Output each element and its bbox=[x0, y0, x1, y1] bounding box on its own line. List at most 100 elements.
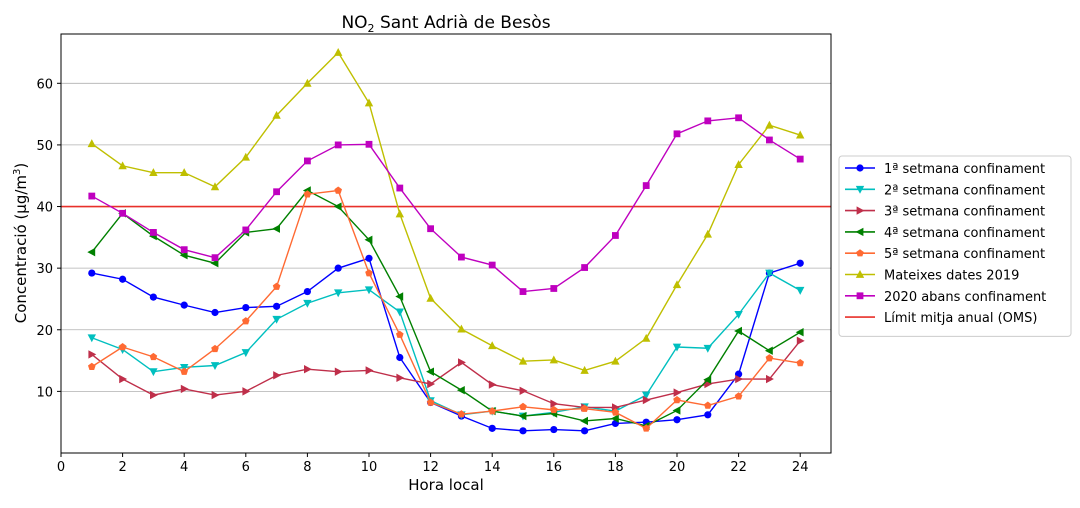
data-point bbox=[673, 388, 682, 397]
data-point bbox=[488, 424, 496, 432]
series-line bbox=[91, 51, 801, 372]
data-point bbox=[334, 141, 342, 149]
series-line bbox=[91, 189, 801, 430]
data-point bbox=[241, 152, 250, 161]
legend-entry-8: Límit mitja anual (OMS) bbox=[845, 311, 1037, 326]
data-point bbox=[365, 269, 373, 277]
data-point bbox=[672, 280, 682, 289]
data-point bbox=[673, 130, 681, 138]
data-point bbox=[119, 275, 127, 283]
y-axis-label: Concentració (μg/m3) bbox=[12, 163, 30, 324]
data-point bbox=[580, 416, 588, 426]
data-point bbox=[673, 416, 681, 424]
data-point bbox=[149, 368, 158, 377]
data-point bbox=[334, 289, 343, 298]
series-7 bbox=[88, 114, 804, 295]
data-point bbox=[396, 353, 404, 362]
legend-label: 2020 abans confinament bbox=[884, 290, 1046, 305]
data-point bbox=[395, 209, 404, 218]
data-point bbox=[457, 410, 466, 418]
data-point bbox=[303, 190, 312, 198]
data-point bbox=[179, 251, 188, 260]
data-point bbox=[642, 395, 651, 405]
data-point bbox=[581, 427, 589, 435]
y-tick-label: 10 bbox=[36, 385, 53, 400]
legend-label: Límit mitja anual (OMS) bbox=[884, 311, 1037, 326]
x-tick-label: 16 bbox=[546, 460, 563, 475]
data-point bbox=[303, 78, 312, 87]
data-point bbox=[734, 392, 743, 400]
data-point bbox=[87, 362, 96, 370]
legend-marker bbox=[855, 227, 864, 237]
y-tick-label: 50 bbox=[36, 139, 53, 154]
data-point bbox=[766, 374, 774, 384]
chart-title-rest: Sant Adrià de Besòs bbox=[375, 13, 551, 33]
legend-entry-2: 2ª setmana confinament bbox=[845, 183, 1045, 198]
data-point bbox=[87, 139, 96, 148]
data-point bbox=[119, 209, 126, 217]
series-5 bbox=[87, 186, 805, 432]
data-point bbox=[458, 253, 465, 261]
data-point bbox=[519, 288, 527, 295]
x-tick-label: 12 bbox=[422, 460, 439, 475]
plot-frame bbox=[60, 33, 832, 454]
legend-entry-5: 5ª setmana confinament bbox=[845, 247, 1045, 262]
data-point bbox=[150, 390, 158, 400]
data-point bbox=[456, 385, 465, 395]
data-point bbox=[735, 374, 744, 384]
data-point bbox=[642, 424, 651, 432]
series-1 bbox=[88, 254, 804, 435]
series-line bbox=[91, 189, 801, 427]
data-point bbox=[426, 293, 435, 302]
data-point bbox=[580, 365, 589, 374]
legend-entry-1: 1ª setmana confinament bbox=[845, 162, 1045, 177]
x-axis-label: Hora local bbox=[408, 476, 484, 494]
data-point bbox=[273, 302, 281, 310]
data-point bbox=[272, 110, 281, 119]
data-point bbox=[119, 374, 128, 384]
x-tick-label: 18 bbox=[607, 460, 624, 475]
data-point bbox=[796, 130, 805, 139]
data-point bbox=[734, 160, 743, 169]
data-point bbox=[211, 390, 220, 400]
data-point bbox=[180, 384, 189, 394]
data-point bbox=[550, 285, 558, 292]
legend-marker bbox=[856, 292, 864, 300]
data-point bbox=[518, 356, 528, 365]
data-point bbox=[365, 254, 373, 262]
data-point bbox=[118, 343, 127, 351]
data-point bbox=[519, 386, 528, 395]
data-point bbox=[242, 387, 251, 396]
data-point bbox=[549, 355, 558, 364]
data-point bbox=[766, 136, 773, 144]
series-line bbox=[91, 117, 801, 293]
data-point bbox=[796, 259, 804, 267]
data-point bbox=[519, 402, 527, 411]
x-tick-label: 24 bbox=[792, 460, 809, 475]
data-point bbox=[118, 161, 127, 170]
series-3 bbox=[88, 336, 805, 412]
chart-title: NO2 Sant Adrià de Besòs bbox=[341, 13, 550, 35]
data-point bbox=[273, 188, 280, 196]
data-point bbox=[704, 117, 712, 125]
data-point bbox=[458, 358, 466, 367]
data-point bbox=[795, 328, 804, 337]
x-tick-label: 2 bbox=[118, 460, 126, 475]
data-point bbox=[610, 414, 619, 423]
data-point bbox=[642, 391, 651, 400]
data-point bbox=[612, 232, 619, 239]
data-point bbox=[334, 47, 343, 56]
legend: 1ª setmana confinament 2ª setmana confina… bbox=[838, 155, 1072, 337]
data-point bbox=[149, 352, 158, 361]
data-point bbox=[150, 229, 157, 236]
data-point bbox=[273, 371, 282, 380]
data-point bbox=[272, 224, 280, 233]
data-point bbox=[488, 407, 497, 415]
y-tick-label: 20 bbox=[36, 324, 53, 339]
data-point bbox=[642, 182, 650, 189]
legend-marker bbox=[856, 249, 864, 257]
data-point bbox=[210, 362, 220, 371]
data-point bbox=[87, 334, 96, 343]
